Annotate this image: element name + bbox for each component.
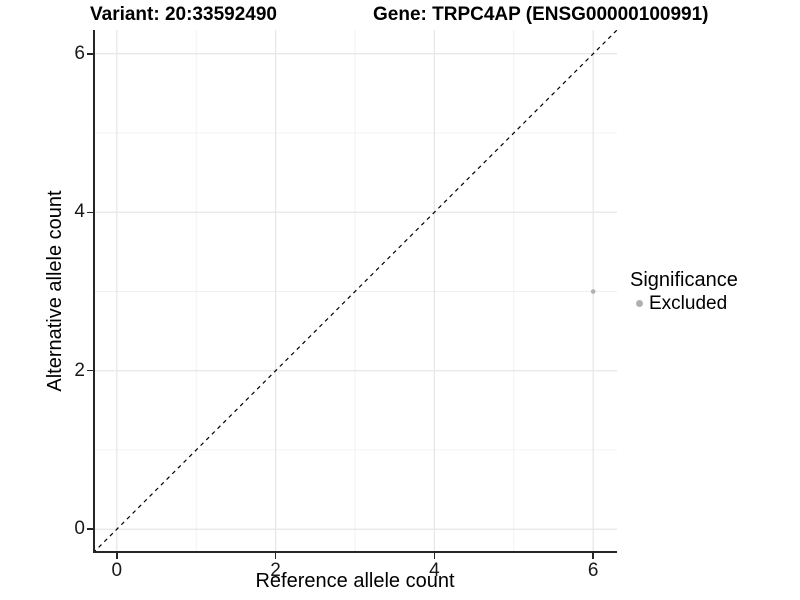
y-tick-label: 0 xyxy=(74,518,85,540)
y-tick-label: 6 xyxy=(74,42,85,64)
x-tick-label: 2 xyxy=(270,560,281,581)
y-axis-tick xyxy=(87,369,93,372)
x-axis-tick xyxy=(592,553,594,559)
x-axis-tick xyxy=(433,553,436,559)
y-tick-label: 2 xyxy=(74,359,85,381)
x-tick-label: 0 xyxy=(111,560,123,581)
y-tick-label: 4 xyxy=(74,201,85,223)
x-axis-tick xyxy=(274,553,277,559)
y-axis-tick xyxy=(87,528,93,530)
y-axis-tick xyxy=(87,211,93,213)
plot-svg xyxy=(93,30,617,553)
y-axis-title: Alternative allele count xyxy=(44,190,66,392)
x-axis-tick xyxy=(116,553,118,559)
x-axis-title: Reference allele count xyxy=(255,570,455,592)
plot-panel xyxy=(93,30,617,553)
y-axis-tick xyxy=(87,53,93,55)
legend: Significance Excluded xyxy=(630,269,738,314)
legend-item-label: Excluded xyxy=(649,293,728,314)
x-tick-label: 4 xyxy=(429,560,440,581)
legend-item-excluded: Excluded xyxy=(630,293,738,314)
legend-title: Significance xyxy=(630,269,738,291)
variant-title: Variant: 20:33592490 xyxy=(90,4,277,25)
excluded-point-icon xyxy=(636,300,643,307)
gene-title: Gene: TRPC4AP (ENSG00000100991) xyxy=(373,4,709,25)
x-tick-label: 6 xyxy=(587,560,599,581)
